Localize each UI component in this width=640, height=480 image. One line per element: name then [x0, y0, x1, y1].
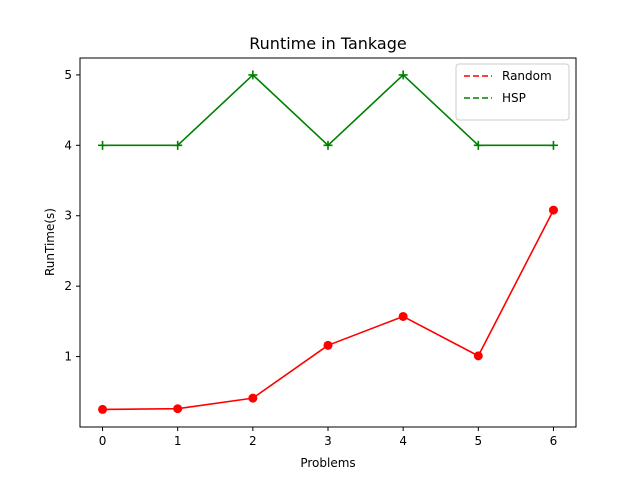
axis-ticks: 0 1 2 3 4 5 6 1 2 3 4 5 — [64, 68, 557, 448]
chart-title: Runtime in Tankage — [249, 34, 406, 53]
legend: Random HSP — [455, 63, 570, 121]
x-tick-label: 5 — [474, 434, 482, 448]
data-point-hsp — [548, 140, 558, 150]
data-point-random — [248, 393, 258, 403]
data-point-hsp — [248, 70, 258, 80]
y-tick-label: 4 — [64, 138, 72, 152]
x-tick-label: 1 — [174, 434, 182, 448]
data-point-random — [98, 404, 108, 414]
legend-box — [455, 63, 570, 121]
data-point-random — [548, 205, 558, 215]
y-tick-label: 3 — [64, 209, 72, 223]
y-tick-label: 1 — [64, 350, 72, 364]
data-point-random — [473, 351, 483, 361]
x-tick-label: 0 — [99, 434, 107, 448]
data-point-hsp — [323, 140, 333, 150]
data-point-random — [398, 311, 408, 321]
x-axis-label: Problems — [300, 456, 355, 470]
y-axis-label: RunTime(s) — [43, 208, 57, 276]
data-point-hsp — [98, 140, 108, 150]
x-tick-label: 6 — [550, 434, 558, 448]
legend-label-random: Random — [502, 69, 552, 83]
data-point-random — [173, 404, 183, 414]
y-tick-label: 2 — [64, 279, 72, 293]
series-layer — [98, 70, 558, 414]
y-tick-label: 5 — [64, 68, 72, 82]
legend-label-hsp: HSP — [502, 91, 526, 105]
x-tick-label: 4 — [399, 434, 407, 448]
data-point-hsp — [398, 70, 408, 80]
x-tick-label: 3 — [324, 434, 332, 448]
data-point-random — [323, 340, 333, 350]
x-tick-label: 2 — [249, 434, 257, 448]
data-point-hsp — [173, 140, 183, 150]
data-point-hsp — [473, 140, 483, 150]
